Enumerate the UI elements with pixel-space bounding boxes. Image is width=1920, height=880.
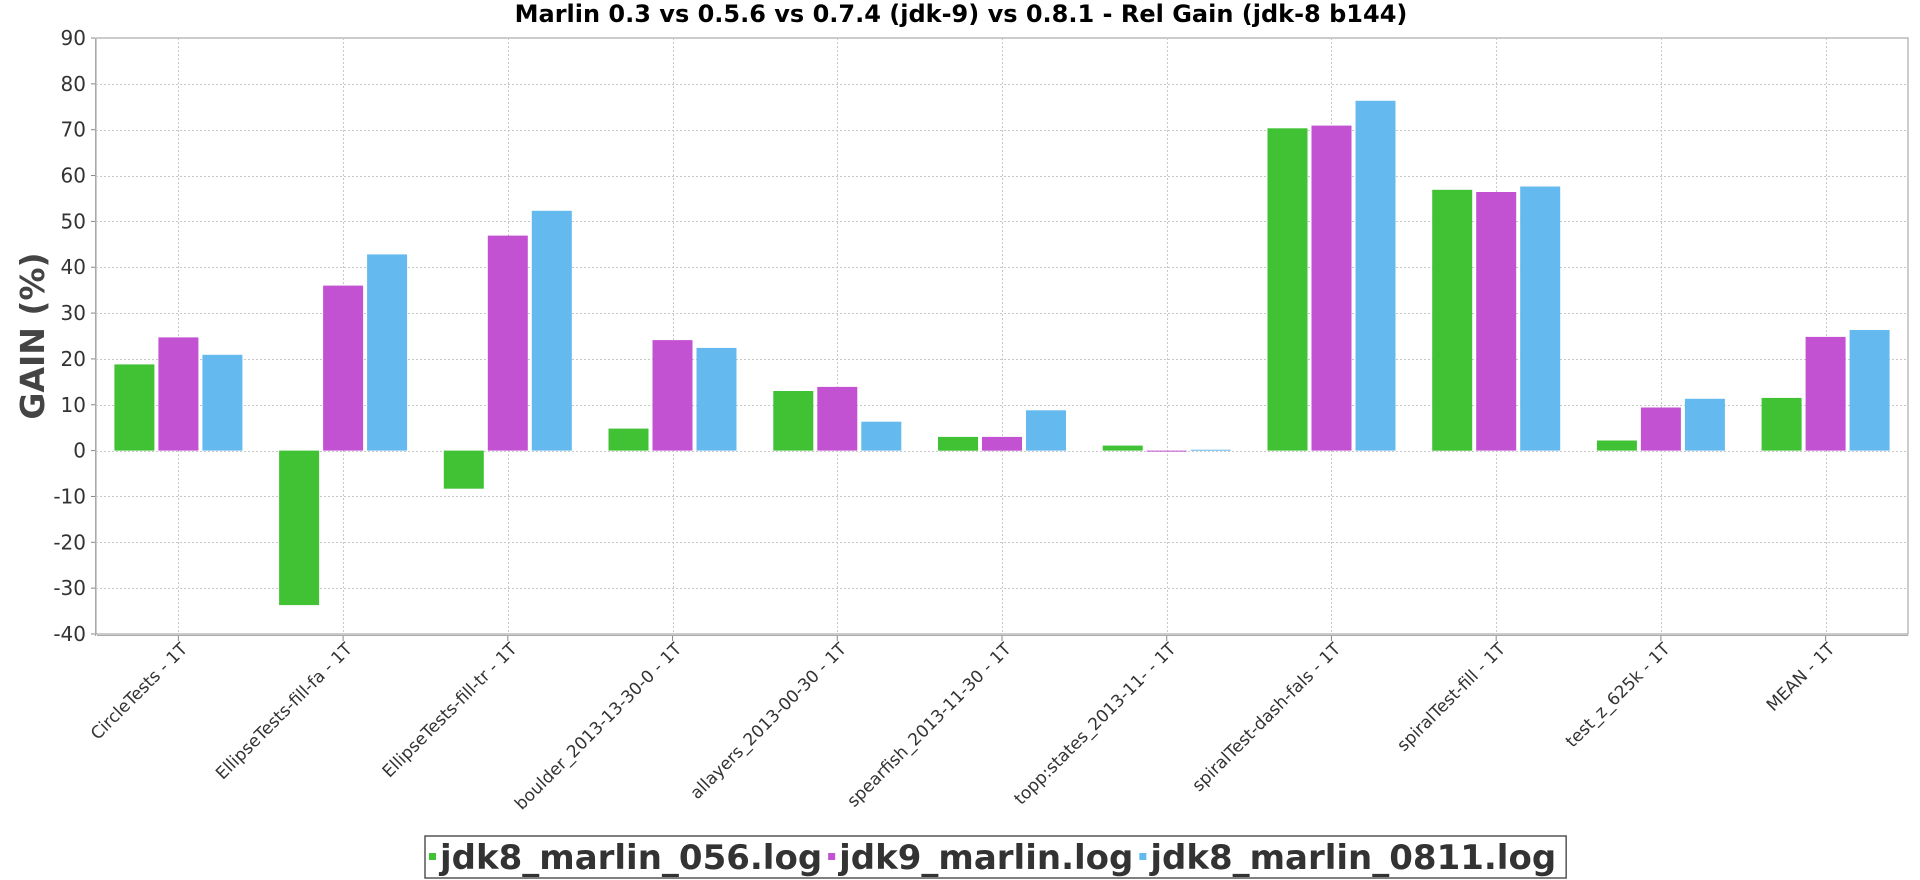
x-tick-label: allayers_2013-00-30 - 1T [687, 639, 852, 804]
legend-swatch [828, 853, 836, 860]
x-tick-label: spearfish_2013-11-30 - 1T [843, 639, 1015, 811]
bar [1805, 336, 1846, 451]
legend-box [424, 835, 1567, 879]
y-tick-label: 70 [61, 118, 86, 142]
y-tick-label: 0 [73, 439, 86, 463]
bar [1102, 445, 1143, 451]
bar [1596, 440, 1637, 451]
bar [1761, 397, 1802, 451]
y-tick-label: 80 [61, 72, 86, 96]
y-tick-label: 10 [61, 393, 86, 417]
bar [323, 285, 364, 451]
legend-swatch [1139, 853, 1147, 860]
bar [1267, 128, 1308, 451]
legend-label: jdk9_marlin.log [837, 838, 1133, 878]
bar [982, 436, 1022, 451]
y-tick-label: 90 [61, 26, 86, 50]
bar [1520, 186, 1561, 451]
bar [1849, 330, 1890, 451]
bar [1026, 410, 1066, 451]
y-tick-label: 30 [61, 301, 86, 325]
x-tick-label: spiralTest-fill - 1T [1393, 639, 1510, 756]
bar [861, 421, 902, 451]
x-tick-label: CircleTests - 1T [87, 639, 192, 744]
bar [1432, 189, 1473, 451]
bar [367, 254, 408, 451]
y-tick-label: -40 [53, 622, 86, 646]
x-axis-ticks: CircleTests - 1T EllipseTests-fill-fa - 1… [87, 636, 1840, 814]
y-tick-label: -10 [53, 484, 86, 508]
x-tick-label: EllipseTests-fill-tr - 1T [379, 639, 522, 782]
y-tick-label: -20 [53, 530, 86, 554]
x-tick-label: boulder_2013-13-30-0 - 1T [511, 639, 686, 814]
y-axis-label: GAIN (%) [13, 252, 52, 419]
y-tick-label: 50 [61, 209, 86, 233]
bar [696, 347, 737, 451]
y-tick-label: -30 [53, 576, 86, 600]
bar [652, 340, 693, 451]
x-tick-label: spiralTest-dash-fals - 1T [1189, 639, 1346, 796]
bar [1190, 449, 1231, 451]
y-tick-label: 20 [61, 347, 86, 371]
legend: jdk8_marlin_056.log jdk9_marlin.log jdk8_m… [424, 835, 1567, 879]
bar [114, 364, 155, 451]
bar [608, 428, 649, 451]
bar [531, 210, 572, 451]
y-tick-label: 60 [61, 164, 86, 188]
legend-label: jdk8_marlin_056.log [438, 838, 822, 878]
bar [202, 354, 243, 451]
bar [158, 337, 199, 451]
x-tick-label: topp:states_2013-11- - 1T [1010, 639, 1180, 809]
bar-group [114, 100, 1890, 606]
chart-title: Marlin 0.3 vs 0.5.6 vs 0.7.4 (jdk-9) vs … [515, 0, 1408, 28]
legend-swatch [429, 853, 436, 860]
bar [1684, 398, 1725, 451]
bar [1146, 450, 1187, 452]
bar [1476, 192, 1517, 451]
bar [938, 436, 978, 451]
x-tick-label: MEAN - 1T [1763, 639, 1840, 716]
bar [1355, 100, 1396, 451]
bar [279, 450, 320, 606]
bar [1640, 407, 1681, 451]
bar [443, 450, 484, 489]
y-axis-ticks: 90 80 70 60 50 40 30 20 10 0 -10 -20 -30 -40 [53, 26, 95, 646]
bar [817, 386, 858, 451]
bar [487, 235, 528, 451]
bar [1311, 125, 1352, 451]
x-tick-label: test_z_625k - 1T [1562, 639, 1675, 752]
x-tick-label: EllipseTests-fill-fa - 1T [212, 639, 357, 784]
bar [773, 391, 814, 451]
legend-label: jdk8_marlin_0811.log [1148, 838, 1556, 878]
y-tick-label: 40 [61, 255, 86, 279]
